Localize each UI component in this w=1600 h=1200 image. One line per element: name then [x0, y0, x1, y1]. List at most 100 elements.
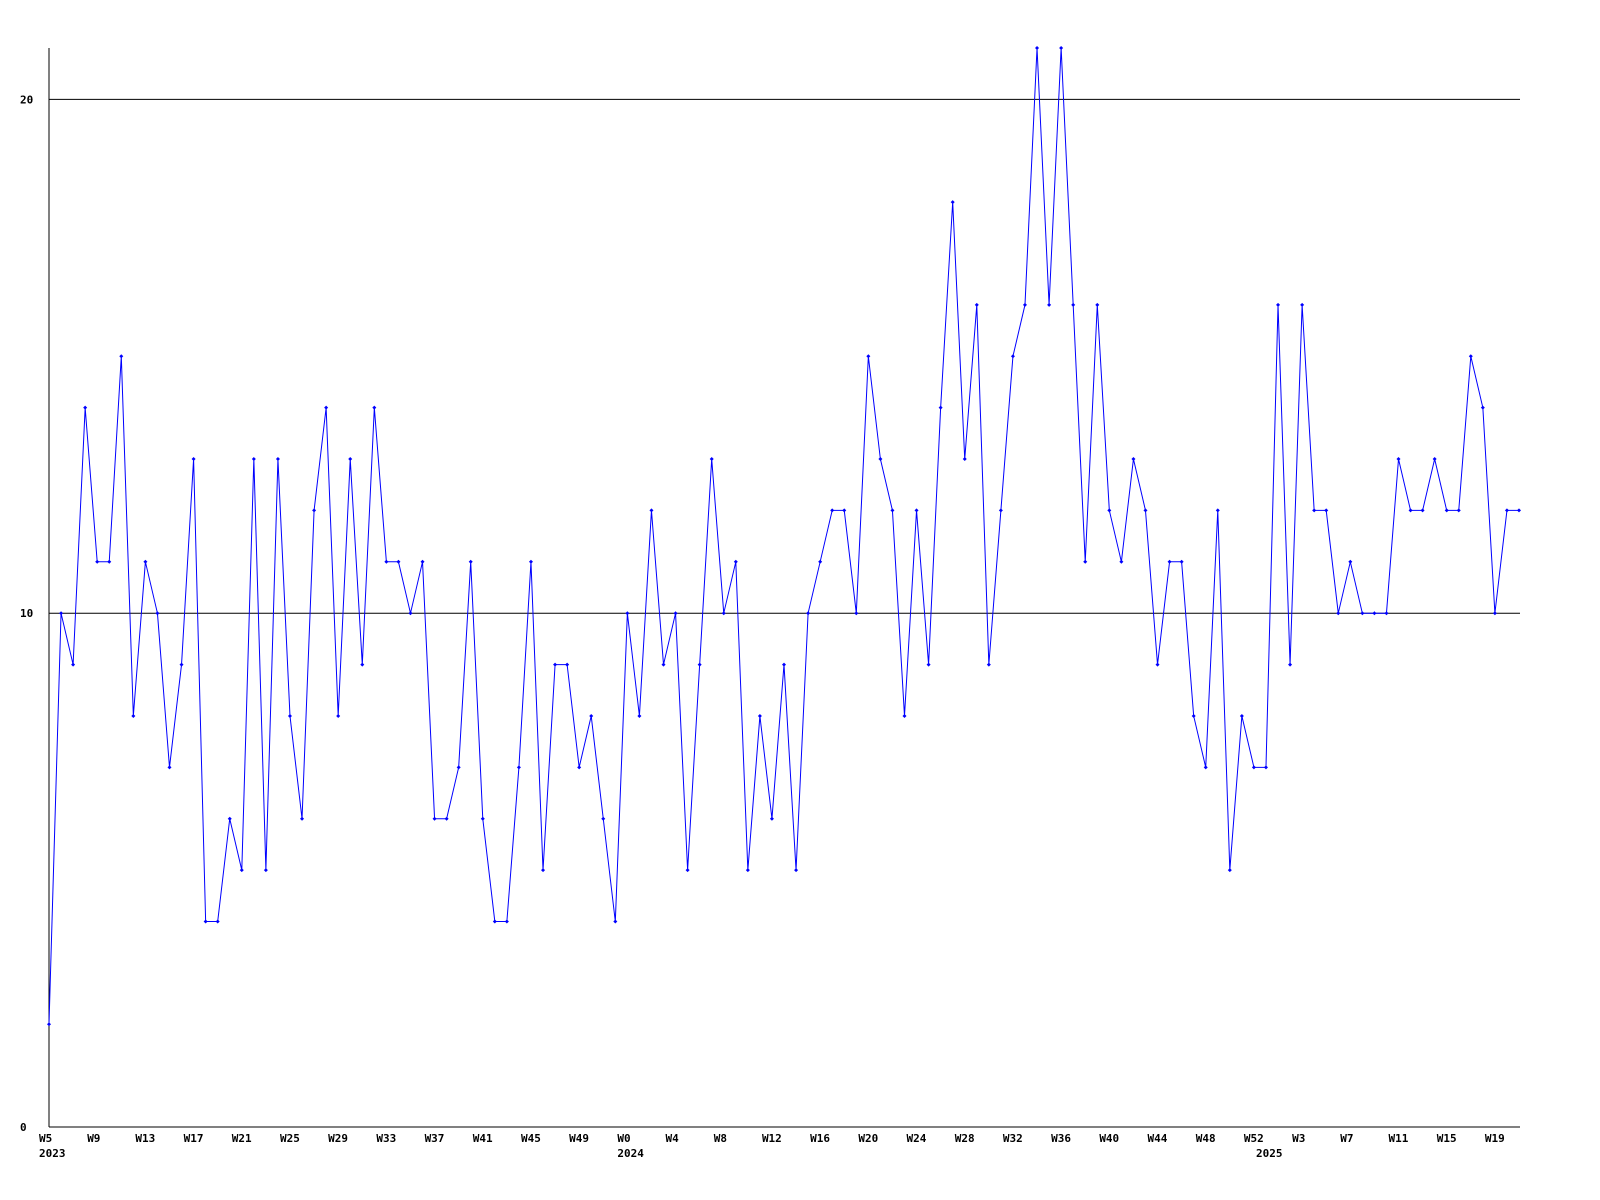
x-tick-label: W40: [1099, 1132, 1119, 1145]
point-marker: [1022, 302, 1027, 307]
point-marker: [661, 662, 666, 667]
point-marker: [757, 713, 762, 718]
point-marker: [1336, 611, 1341, 616]
point-marker: [1095, 302, 1100, 307]
point-marker: [1276, 302, 1281, 307]
point-marker: [697, 662, 702, 667]
series-line: [48, 47, 1519, 1025]
point-marker: [782, 662, 786, 667]
point-marker: [1384, 611, 1389, 616]
x-tick-label: W8: [714, 1132, 727, 1145]
point-marker: [1239, 713, 1244, 718]
point-marker: [324, 405, 329, 410]
point-marker: [818, 559, 823, 564]
point-marker: [1300, 302, 1305, 307]
point-marker: [1010, 354, 1015, 359]
point-marker: [263, 868, 268, 873]
y-tick-label: 0: [20, 1121, 27, 1134]
point-marker: [685, 868, 690, 873]
x-tick-label: W36: [1051, 1132, 1071, 1145]
x-year-label: 2024: [617, 1147, 644, 1160]
x-tick-label: W49: [569, 1132, 589, 1145]
point-marker: [541, 868, 546, 873]
y-tick-label: 10: [20, 607, 33, 620]
x-tick-label: W16: [810, 1132, 830, 1145]
point-marker: [492, 919, 497, 924]
point-marker: [1504, 508, 1509, 513]
point-marker: [83, 405, 88, 410]
x-tick-label: W45: [521, 1132, 541, 1145]
point-marker: [143, 559, 148, 564]
point-marker: [275, 457, 280, 462]
point-marker: [336, 713, 341, 718]
x-tick-label: W52: [1244, 1132, 1264, 1145]
x-tick-label: W37: [425, 1132, 445, 1145]
x-tick-label: W25: [280, 1132, 300, 1145]
point-marker: [926, 662, 931, 667]
point-marker: [1203, 765, 1208, 770]
x-tick-label: W17: [184, 1132, 204, 1145]
point-marker: [733, 559, 738, 564]
point-marker: [1444, 508, 1449, 513]
point-marker: [553, 662, 558, 667]
point-marker: [878, 457, 883, 462]
point-marker: [1396, 457, 1401, 462]
point-marker: [408, 611, 413, 616]
x-tick-label: W15: [1437, 1132, 1457, 1145]
point-marker: [1167, 559, 1172, 564]
x-tick-label: W11: [1389, 1132, 1409, 1145]
point-marker: [1227, 868, 1232, 873]
x-tick-label: W9: [87, 1132, 100, 1145]
point-marker: [950, 200, 955, 205]
point-marker: [1408, 508, 1413, 513]
point-marker: [1480, 405, 1485, 410]
point-marker: [227, 816, 232, 821]
point-marker: [709, 457, 714, 462]
point-marker: [432, 816, 437, 821]
point-marker: [1251, 765, 1256, 770]
point-marker: [1263, 765, 1268, 770]
point-marker: [71, 662, 76, 667]
point-marker: [1155, 662, 1160, 667]
point-marker: [384, 559, 389, 564]
point-marker: [565, 662, 570, 667]
x-tick-label: W41: [473, 1132, 493, 1145]
point-marker: [468, 559, 473, 564]
point-marker: [1312, 508, 1317, 513]
x-tick-label: W3: [1292, 1132, 1305, 1145]
point-marker: [914, 508, 919, 513]
point-marker: [372, 405, 377, 410]
point-marker: [47, 1022, 51, 1027]
point-marker: [504, 919, 509, 924]
point-marker: [360, 662, 365, 667]
point-marker: [155, 611, 160, 616]
point-marker: [1119, 559, 1124, 564]
point-marker: [830, 508, 835, 513]
point-marker: [1456, 508, 1461, 513]
y-tick-label: 20: [20, 93, 33, 106]
point-marker: [1517, 508, 1521, 513]
point-marker: [203, 919, 208, 924]
point-marker: [986, 662, 991, 667]
point-marker: [1360, 611, 1365, 616]
point-marker: [1143, 508, 1148, 513]
point-marker: [1288, 662, 1293, 667]
point-marker: [287, 713, 292, 718]
x-tick-label: W13: [135, 1132, 155, 1145]
point-marker: [167, 765, 172, 770]
point-marker: [251, 457, 256, 462]
point-marker: [516, 765, 521, 770]
point-marker: [673, 611, 678, 616]
point-marker: [745, 868, 750, 873]
point-marker: [1348, 559, 1353, 564]
point-marker: [794, 868, 799, 873]
point-marker: [191, 457, 196, 462]
point-marker: [420, 559, 425, 564]
x-tick-label: W4: [666, 1132, 680, 1145]
x-tick-label: W21: [232, 1132, 252, 1145]
point-marker: [601, 816, 606, 821]
point-marker: [902, 713, 907, 718]
x-tick-label: W5: [39, 1132, 52, 1145]
point-marker: [998, 508, 1003, 513]
point-marker: [396, 559, 401, 564]
